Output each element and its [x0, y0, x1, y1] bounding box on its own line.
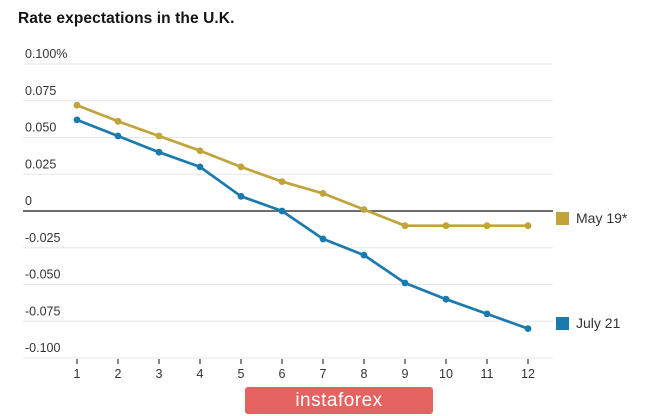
- data-point-marker: [524, 325, 532, 332]
- x-axis-tick-label: 3: [156, 367, 163, 381]
- data-point-marker: [196, 147, 204, 155]
- data-point-marker: [73, 116, 81, 124]
- july-21-line: [75, 118, 530, 330]
- data-point-marker: [483, 222, 491, 230]
- data-point-marker: [524, 222, 532, 230]
- data-point-marker: [114, 132, 122, 140]
- data-point-marker: [237, 163, 245, 171]
- x-axis-tick-label: 7: [320, 367, 327, 381]
- data-point-marker: [401, 222, 409, 230]
- x-axis-tick-label: 5: [238, 367, 245, 381]
- data-point-marker: [442, 295, 450, 303]
- data-point-marker: [278, 178, 286, 186]
- data-point-marker: [319, 189, 327, 197]
- data-point-marker: [483, 310, 491, 318]
- data-point-marker: [401, 279, 409, 287]
- chart-title: Rate expectations in the U.K.: [18, 10, 235, 27]
- data-point-marker: [155, 132, 163, 140]
- legend-item-july: July 21: [556, 315, 620, 331]
- may-19-line: [75, 103, 530, 228]
- y-axis-tick-label: 0.050: [25, 121, 56, 135]
- data-point-marker: [155, 148, 163, 156]
- july-legend-label: July 21: [576, 315, 621, 331]
- x-axis-tick-label: 12: [521, 367, 535, 381]
- y-axis-tick-label: 0: [25, 194, 32, 208]
- x-axis-tick-label: 1: [74, 367, 81, 381]
- x-axis-tick-label: 9: [402, 367, 409, 381]
- data-point-marker: [73, 101, 81, 109]
- july-legend-swatch-icon: [556, 316, 569, 330]
- data-point-marker: [278, 207, 286, 215]
- y-axis-tick-label: 0.100%: [25, 47, 67, 61]
- y-axis-tick-label: -0.100: [25, 341, 60, 355]
- data-point-marker: [319, 235, 327, 243]
- y-axis-tick-label: -0.025: [25, 231, 60, 245]
- y-axis-tick-label: -0.050: [25, 268, 60, 282]
- data-point-marker: [442, 222, 450, 230]
- y-axis-tick-label: 0.025: [25, 157, 56, 171]
- data-point-marker: [360, 251, 368, 259]
- data-point-marker: [360, 206, 368, 213]
- y-axis-tick-label: -0.075: [25, 304, 60, 318]
- may-legend-swatch-icon: [556, 211, 569, 225]
- x-axis-tick-label: 6: [279, 367, 286, 381]
- x-axis-tick-label: 11: [481, 367, 494, 381]
- legend-item-may: May 19*: [556, 210, 627, 226]
- x-axis-tick-label: 4: [197, 367, 204, 381]
- data-point-marker: [196, 163, 204, 171]
- instaforex-watermark: instaforex: [245, 387, 433, 414]
- x-axis-tick-label: 2: [115, 367, 122, 381]
- data-point-marker: [237, 192, 245, 200]
- data-point-marker: [114, 117, 122, 125]
- x-axis-tick-label: 10: [439, 367, 453, 381]
- y-axis-tick-label: 0.075: [25, 84, 56, 98]
- x-axis-tick-label: 8: [361, 367, 368, 381]
- may-legend-label: May 19*: [576, 210, 628, 226]
